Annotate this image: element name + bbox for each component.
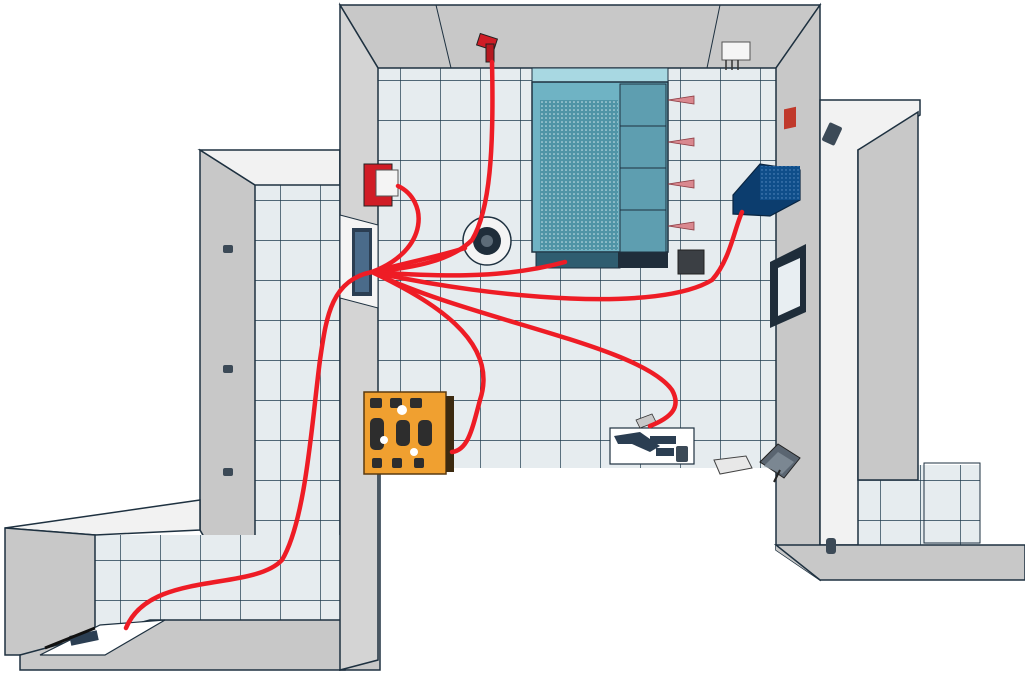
office-chair[interactable] [759, 443, 801, 483]
round-floor-fan[interactable] [462, 216, 512, 266]
grey-floor-box[interactable] [677, 249, 705, 275]
rack-side-shelves[interactable] [619, 83, 695, 253]
desk-cable [369, 269, 678, 429]
right-room [773, 99, 1025, 581]
bottom-left-room [4, 499, 346, 671]
cables [123, 59, 745, 631]
wall-mounted-monitor[interactable] [770, 106, 806, 328]
bottom-left-cable [123, 269, 375, 631]
cabinet-cable [369, 209, 745, 302]
wall-outlet-plate[interactable] [721, 41, 751, 70]
rack-cable [369, 259, 568, 278]
wall-lamp-icon [822, 122, 842, 146]
red-alarm-panel[interactable] [363, 163, 399, 207]
alarm-cable [369, 183, 421, 275]
bottom-left-desk [39, 619, 166, 656]
board-cable [369, 269, 486, 455]
floor-sconce-icon [826, 538, 836, 554]
wall-patch-panel[interactable] [339, 214, 379, 309]
fan-cable [369, 245, 468, 275]
blue-network-cabinet[interactable] [732, 163, 801, 217]
floor-printer[interactable] [713, 455, 753, 475]
camera-cable [369, 59, 495, 275]
desk-workstation[interactable] [609, 413, 695, 465]
orange-control-board[interactable] [363, 391, 454, 475]
